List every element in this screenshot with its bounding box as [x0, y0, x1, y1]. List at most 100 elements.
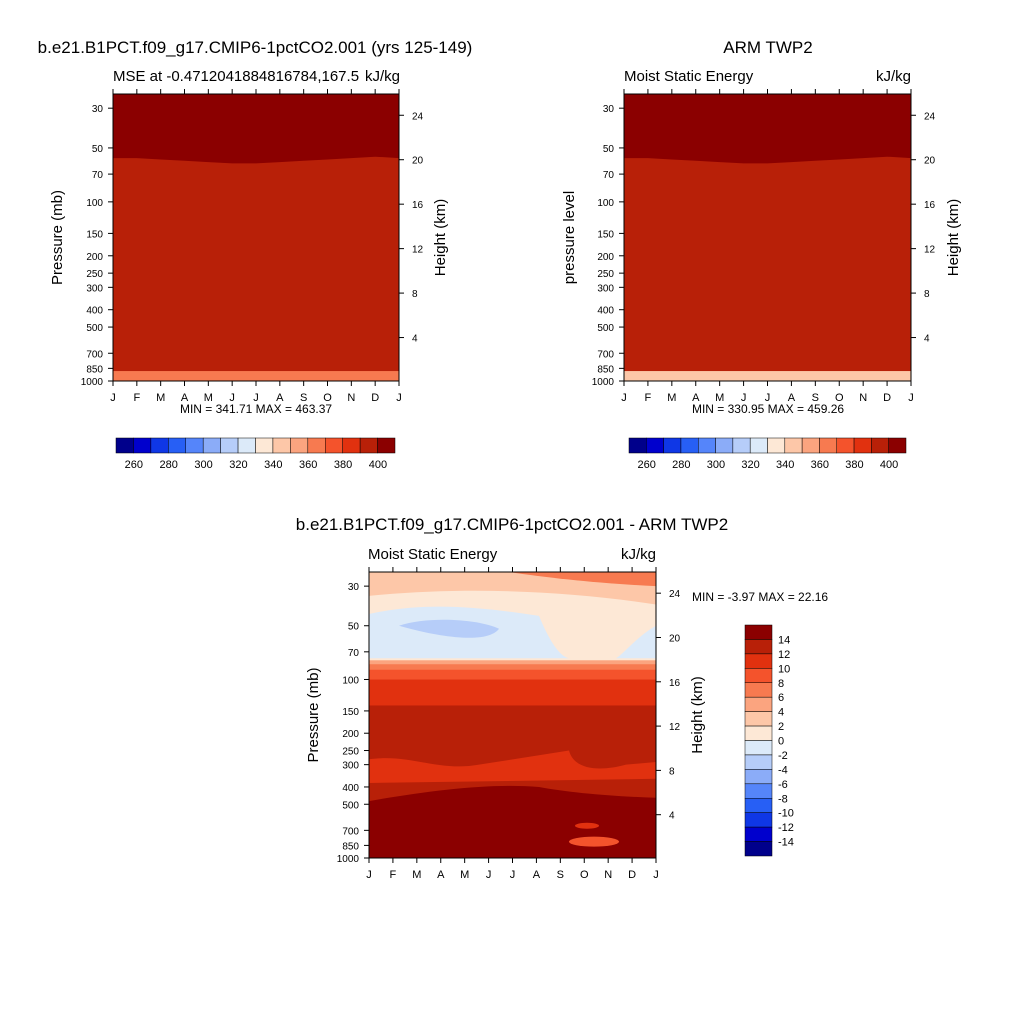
- diff-band-85: [369, 664, 656, 670]
- colorbar-swatch: [744, 826, 773, 842]
- diff-band-80: [369, 660, 656, 665]
- colorbar-swatch: [202, 437, 221, 454]
- obs-stats: MIN = 330.95 MAX = 459.26: [692, 402, 844, 416]
- diff-panel: b.e21.B1PCT.f09_g17.CMIP6-1pctCO2.001 - …: [296, 515, 829, 881]
- y2-tick-label: 24: [924, 111, 936, 122]
- x-tick-label: N: [347, 392, 355, 404]
- diff-orange-blob: [569, 836, 619, 847]
- colorbar-swatch: [237, 437, 256, 454]
- colorbar-swatch: [715, 437, 734, 454]
- y-tick-label: 250: [342, 747, 359, 758]
- y-tick-label: 200: [86, 252, 103, 263]
- diff-stats: MIN = -3.97 MAX = 22.16: [692, 590, 828, 604]
- y-tick-label: 1000: [592, 377, 615, 388]
- x-tick-label: D: [883, 392, 891, 404]
- colorbar-swatch: [359, 437, 378, 454]
- colorbar-swatch: [732, 437, 751, 454]
- colorbar-swatch: [888, 437, 907, 454]
- y-tick-label: 30: [92, 104, 104, 115]
- colorbar-label: 280: [159, 459, 177, 471]
- colorbar-label: 4: [778, 707, 784, 719]
- x-tick-label: A: [788, 392, 796, 404]
- colorbar-swatch: [744, 639, 773, 655]
- colorbar-label: -6: [778, 779, 788, 791]
- colorbar-swatch: [663, 437, 682, 454]
- colorbar-label: -12: [778, 822, 794, 834]
- model-stats: MIN = 341.71 MAX = 463.37: [180, 402, 332, 416]
- y-tick-label: 150: [342, 707, 359, 718]
- contour-band-6: [624, 156, 911, 381]
- colorbar-label: 300: [194, 459, 212, 471]
- obs-colorbar: 260 280 300 320 340 360 380 400: [628, 437, 907, 471]
- x-tick-label: D: [371, 392, 379, 404]
- x-tick-label: S: [812, 392, 819, 404]
- x-tick-label: F: [133, 392, 140, 404]
- y-tick-label: 70: [348, 648, 360, 659]
- colorbar-label: 14: [778, 634, 790, 646]
- obs-left-title: Moist Static Energy: [624, 68, 754, 85]
- x-tick-label: J: [396, 392, 402, 404]
- colorbar-label: 380: [845, 459, 863, 471]
- y2-tick-label: 8: [669, 766, 675, 777]
- model-plot: J F M A M J J A S O N D J 30 50 70 100 150 200 250 300 400 500…: [49, 89, 449, 404]
- diff-orange-blob-2: [575, 822, 599, 829]
- x-tick-label: A: [276, 392, 284, 404]
- colorbar-swatch: [744, 841, 773, 857]
- x-tick-label: O: [580, 869, 589, 881]
- y-tick-label: 100: [86, 198, 103, 209]
- colorbar-label: 320: [229, 459, 247, 471]
- y-axis-label: Pressure (mb): [305, 667, 322, 762]
- diff-band-100: [369, 679, 656, 706]
- diff-cool-region-right: [616, 625, 656, 659]
- colorbar-label: 300: [707, 459, 725, 471]
- y-tick-label: 700: [342, 826, 359, 837]
- x-tick-label: O: [835, 392, 844, 404]
- x-tick-label: J: [110, 392, 116, 404]
- y2-axis-label: Height (km): [689, 676, 706, 754]
- y2-axis-label: Height (km): [432, 199, 449, 277]
- x-tick-label: J: [653, 869, 659, 881]
- obs-right-title: kJ/kg: [876, 68, 911, 85]
- x-tick-label: A: [692, 392, 700, 404]
- colorbar-label: 380: [334, 459, 352, 471]
- colorbar-swatch: [744, 769, 773, 785]
- y-tick-label: 250: [86, 269, 103, 280]
- colorbar-swatch: [255, 437, 274, 454]
- y-tick-label: 400: [597, 306, 614, 317]
- x-tick-label: J: [253, 392, 259, 404]
- y-tick-label: 30: [348, 582, 360, 593]
- colorbar-swatch: [836, 437, 855, 454]
- colorbar-swatch: [680, 437, 699, 454]
- y-tick-label: 100: [342, 675, 359, 686]
- y2-tick-label: 24: [669, 589, 681, 600]
- colorbar-label: 12: [778, 649, 790, 661]
- colorbar-swatch: [698, 437, 716, 454]
- x-tick-label: J: [486, 869, 492, 881]
- x-tick-label: M: [715, 392, 724, 404]
- x-tick-label: N: [859, 392, 867, 404]
- colorbar-swatch: [744, 624, 773, 640]
- diff-top-orange: [509, 572, 656, 587]
- colorbar-label: 0: [778, 736, 784, 748]
- diff-cold-blob: [399, 619, 499, 638]
- colorbar-label: 360: [811, 459, 829, 471]
- model-main-title: b.e21.B1PCT.f09_g17.CMIP6-1pctCO2.001 (y…: [38, 38, 473, 57]
- y-tick-label: 850: [342, 841, 359, 852]
- y-tick-label: 150: [597, 229, 614, 240]
- x-tick-label: A: [533, 869, 541, 881]
- x-tick-label: M: [156, 392, 165, 404]
- y2-tick-label: 8: [924, 289, 930, 300]
- colorbar-label: 260: [637, 459, 655, 471]
- colorbar-swatch: [185, 437, 204, 454]
- colorbar-swatch: [744, 783, 773, 799]
- y-tick-label: 50: [348, 622, 360, 633]
- y2-tick-label: 12: [412, 245, 424, 256]
- x-tick-label: J: [229, 392, 235, 404]
- colorbar-swatch: [150, 437, 169, 454]
- colorbar-swatch: [744, 812, 773, 828]
- x-tick-label: J: [366, 869, 372, 881]
- y-tick-label: 30: [603, 104, 615, 115]
- diff-left-title: Moist Static Energy: [368, 546, 498, 563]
- colorbar-swatch: [801, 437, 820, 454]
